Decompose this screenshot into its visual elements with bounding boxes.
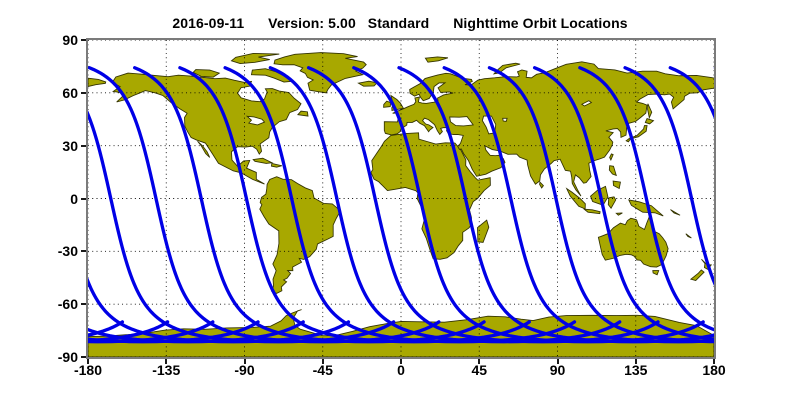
y-tick-label: 0	[70, 190, 78, 207]
y-tick-label: -60	[57, 296, 78, 313]
y-tick-mark	[81, 144, 86, 147]
y-tick-label: 60	[62, 84, 78, 101]
y-tick-label: 30	[62, 137, 78, 154]
land-polygon	[670, 209, 681, 216]
orbit-track	[487, 66, 714, 344]
land-polygon	[652, 270, 660, 276]
land-polygon	[539, 181, 544, 189]
y-tick-mark	[81, 91, 86, 94]
land-polygon	[647, 103, 653, 120]
x-tick-mark	[243, 359, 246, 364]
x-tick-mark	[321, 359, 324, 364]
orbit-track	[88, 66, 441, 344]
land-polygon	[192, 69, 221, 78]
land-polygon	[565, 187, 586, 210]
world-map-plot	[88, 40, 714, 357]
y-tick-label: -30	[57, 243, 78, 260]
orbit-track	[352, 66, 705, 344]
y-tick-label: 90	[62, 32, 78, 48]
land-polygon	[644, 118, 655, 125]
orbit-track	[578, 66, 714, 332]
land-polygon	[607, 196, 617, 209]
x-tick-label: -45	[312, 362, 333, 378]
land-polygon	[250, 68, 295, 83]
land-polygon	[685, 233, 692, 239]
land-polygon	[612, 180, 621, 190]
land-polygon	[88, 77, 107, 87]
land-polygon	[297, 110, 309, 117]
land-polygon	[230, 52, 280, 65]
y-tick-mark	[81, 356, 86, 358]
orbit-track	[133, 66, 486, 344]
x-tick-mark	[87, 359, 89, 364]
y-tick-mark	[81, 303, 86, 306]
orbit-track	[88, 110, 396, 344]
x-tick-label: -135	[152, 362, 181, 378]
lake-polygon	[502, 117, 508, 122]
x-tick-mark	[400, 359, 402, 364]
x-tick-label: 180	[702, 362, 726, 378]
land-polygon	[424, 56, 449, 63]
land-polygon	[609, 153, 614, 161]
x-tick-mark	[713, 359, 715, 364]
x-tick-label: 90	[549, 362, 566, 378]
land-polygon	[628, 199, 664, 217]
land-polygon	[608, 165, 617, 177]
land-polygon	[477, 219, 490, 243]
x-tick-label: 135	[624, 362, 648, 378]
x-tick-label: -90	[234, 362, 255, 378]
y-tick-mark	[81, 197, 86, 200]
orbit-track	[397, 66, 714, 344]
x-tick-mark	[165, 359, 168, 364]
land-polygon	[197, 140, 211, 158]
land-polygon	[582, 208, 601, 215]
land-polygon	[270, 162, 282, 168]
land-polygon	[88, 309, 714, 357]
x-tick-label: 0	[397, 362, 405, 378]
y-tick-mark	[81, 39, 86, 41]
land-polygon	[357, 80, 378, 87]
lake-polygon	[245, 115, 266, 126]
land-polygon	[111, 72, 302, 185]
orbit-track	[623, 66, 714, 286]
x-tick-label: -180	[73, 362, 103, 378]
orbit-track	[88, 320, 305, 344]
chart-title: 2016-09-11 Version: 5.00 Standard Nightt…	[172, 15, 628, 31]
orbit-track	[178, 66, 531, 344]
orbit-track	[268, 66, 622, 344]
orbit-track	[306, 66, 660, 344]
y-tick-label: -90	[57, 349, 78, 365]
x-tick-mark	[634, 359, 637, 364]
orbit-track	[442, 66, 714, 344]
orbit-track	[88, 277, 351, 344]
land-polygon	[383, 100, 392, 108]
lake-polygon	[449, 116, 474, 127]
x-tick-label: 45	[471, 362, 488, 378]
x-tick-mark	[478, 359, 481, 364]
x-tick-mark	[556, 359, 559, 364]
land-polygon	[689, 269, 705, 282]
land-polygon	[383, 61, 714, 197]
orbit-track	[88, 320, 170, 343]
y-tick-mark	[81, 250, 86, 253]
orbit-track	[223, 66, 577, 344]
land-polygon	[252, 157, 274, 164]
land-polygon	[615, 212, 623, 216]
orbit-track	[88, 320, 125, 337]
orbit-track	[532, 66, 714, 341]
lake-polygon	[580, 100, 593, 107]
